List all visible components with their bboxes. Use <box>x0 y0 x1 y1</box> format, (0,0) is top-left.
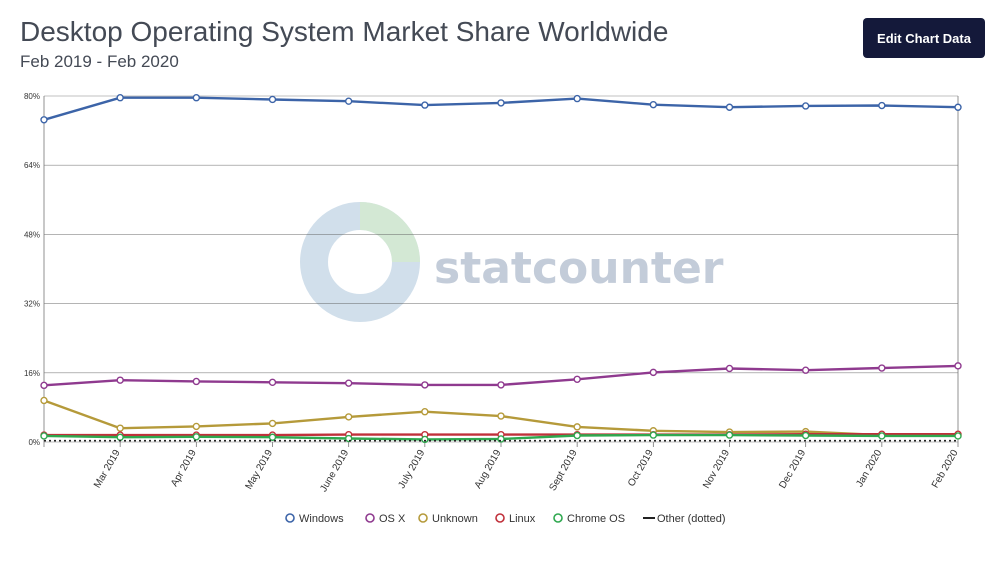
data-point-os-x <box>497 381 505 389</box>
data-point-os-x <box>192 377 201 386</box>
watermark-logo-accent <box>359 202 420 263</box>
legend-label-unknown: Unknown <box>432 513 478 525</box>
data-point-windows <box>421 101 429 109</box>
data-point-os-x <box>421 381 429 389</box>
data-point-chrome-os <box>573 431 581 440</box>
legend-marker-windows <box>285 513 295 523</box>
data-point-windows <box>573 94 581 103</box>
watermark-text: statcounter <box>434 243 724 294</box>
legend-label-chrome-os: Chrome OS <box>567 513 625 525</box>
data-point-unknown <box>116 424 124 432</box>
y-tick-label: 16% <box>24 369 40 378</box>
data-point-windows <box>497 99 505 107</box>
y-axis-ticks: 0% 16% 32% 48% 64% 80% <box>24 92 40 447</box>
legend-marker-chrome-os <box>553 513 563 523</box>
x-tick-label: July 2019 <box>396 448 427 491</box>
x-tick-label: Aug 2019 <box>473 448 504 491</box>
data-point-windows <box>878 101 886 110</box>
x-tick-label: Sept 2019 <box>547 448 580 493</box>
x-tick-label: Jan 2020 <box>854 448 884 490</box>
y-tick-label: 80% <box>24 92 40 101</box>
data-point-chrome-os <box>116 433 124 441</box>
x-tick-label: May 2019 <box>244 448 276 492</box>
legend-label-os-x: OS X <box>379 513 406 525</box>
data-point-os-x <box>344 379 353 387</box>
data-point-windows <box>116 94 124 102</box>
x-tick-label: Nov 2019 <box>701 448 732 491</box>
data-point-chrome-os <box>268 433 277 441</box>
data-point-os-x <box>801 366 810 374</box>
y-tick-label: 32% <box>24 300 40 309</box>
x-tick-label: Apr 2019 <box>169 448 199 489</box>
data-point-os-x <box>878 364 886 372</box>
data-point-unknown <box>40 396 48 405</box>
data-point-windows <box>192 94 201 102</box>
data-point-chrome-os <box>954 432 962 440</box>
data-point-unknown <box>192 422 201 431</box>
data-point-unknown <box>573 423 581 431</box>
data-point-windows <box>649 100 658 109</box>
data-point-windows <box>725 103 734 111</box>
y-tick-label: 0% <box>28 438 40 447</box>
data-point-os-x <box>116 376 124 384</box>
edit-chart-data-button[interactable]: Edit Chart Data <box>863 18 985 58</box>
y-tick-label: 64% <box>24 161 40 170</box>
page-subtitle: Feb 2019 - Feb 2020 <box>20 52 179 71</box>
x-tick-label: Oct 2019 <box>626 448 656 489</box>
data-point-os-x <box>954 362 962 370</box>
legend-marker-unknown <box>418 513 428 523</box>
data-point-unknown <box>268 419 277 428</box>
page-title: Desktop Operating System Market Share Wo… <box>20 16 669 47</box>
legend-label-other-dotted: Other (dotted) <box>657 513 725 525</box>
statcounter-watermark: statcounter <box>300 202 724 322</box>
data-point-chrome-os <box>421 435 429 444</box>
legend-marker-os-x <box>365 513 375 523</box>
data-point-os-x <box>268 378 277 387</box>
data-point-windows <box>344 97 353 105</box>
y-tick-label: 48% <box>24 230 40 239</box>
data-point-os-x <box>649 368 658 377</box>
data-point-chrome-os <box>40 432 48 440</box>
data-point-unknown <box>497 412 505 420</box>
x-tick-label: Feb 2020 <box>930 448 961 490</box>
data-point-unknown <box>421 408 429 416</box>
x-axis-ticks: Mar 2019 Apr 2019 May 2019 June 2019 July 20… <box>92 448 961 494</box>
legend-label-linux: Linux <box>509 513 536 525</box>
x-tick-label: June 2019 <box>318 448 351 494</box>
data-point-windows <box>801 102 810 110</box>
data-point-windows <box>268 95 277 104</box>
chart-legend: Windows OS X Unknown Linux Chrome OS Other (d… <box>285 513 725 525</box>
data-point-os-x <box>725 364 734 373</box>
x-tick-label: Mar 2019 <box>92 448 123 490</box>
data-point-chrome-os <box>649 431 658 439</box>
legend-marker-linux <box>495 513 505 523</box>
data-point-windows <box>954 103 962 111</box>
chart-series <box>40 94 962 444</box>
data-point-chrome-os <box>878 432 886 440</box>
x-tick-label: Dec 2019 <box>777 448 808 491</box>
data-point-unknown <box>344 413 353 421</box>
legend-label-windows: Windows <box>299 513 344 525</box>
data-point-chrome-os <box>801 431 810 440</box>
data-point-windows <box>40 116 48 124</box>
data-point-os-x <box>573 375 581 383</box>
data-point-os-x <box>40 381 48 390</box>
data-point-chrome-os <box>725 431 734 439</box>
data-point-chrome-os <box>192 433 201 441</box>
